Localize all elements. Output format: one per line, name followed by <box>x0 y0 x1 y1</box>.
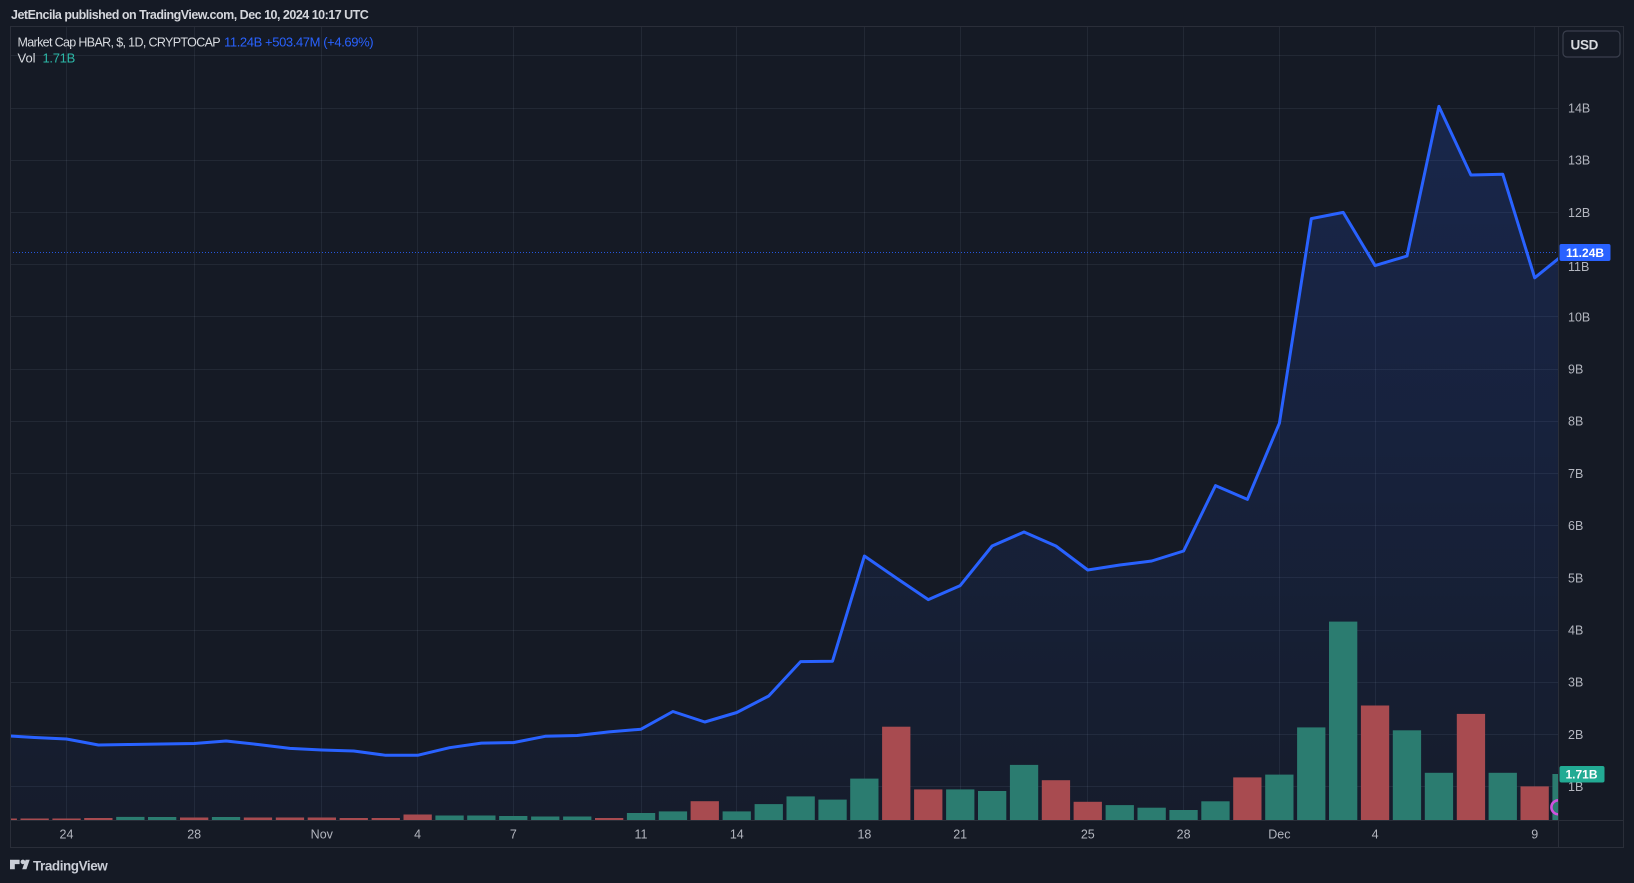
svg-text:25: 25 <box>1081 828 1095 842</box>
svg-text:11: 11 <box>635 828 648 842</box>
svg-text:21: 21 <box>953 828 967 842</box>
svg-text:1.71B: 1.71B <box>1566 768 1598 782</box>
svg-text:7: 7 <box>510 828 517 842</box>
svg-text:28: 28 <box>1177 828 1191 842</box>
svg-text:14B: 14B <box>1568 102 1590 116</box>
svg-text:Vol: Vol <box>18 51 36 66</box>
svg-text:3B: 3B <box>1568 676 1583 690</box>
svg-text:18: 18 <box>857 828 871 842</box>
svg-text:2B: 2B <box>1568 728 1583 742</box>
svg-text:24: 24 <box>60 828 74 842</box>
svg-text:4B: 4B <box>1568 624 1583 638</box>
svg-text:4: 4 <box>1372 828 1379 842</box>
svg-text:9B: 9B <box>1568 363 1583 377</box>
svg-text:JetEncila published on Trading: JetEncila published on TradingView.com, … <box>11 8 369 22</box>
svg-text:Dec: Dec <box>1268 828 1290 842</box>
svg-text:1.71B: 1.71B <box>43 51 75 66</box>
svg-text:8B: 8B <box>1568 415 1583 429</box>
svg-text:TradingView: TradingView <box>33 859 108 874</box>
svg-text:12B: 12B <box>1568 206 1590 220</box>
svg-text:11.24B +503.47M (+4.69%): 11.24B +503.47M (+4.69%) <box>224 35 373 50</box>
svg-text:13B: 13B <box>1568 154 1590 168</box>
svg-text:11.24B: 11.24B <box>1566 246 1604 260</box>
svg-text:10B: 10B <box>1568 310 1590 324</box>
svg-text:1B: 1B <box>1568 780 1583 794</box>
svg-text:USD: USD <box>1571 37 1599 52</box>
svg-text:6B: 6B <box>1568 519 1583 533</box>
svg-text:Nov: Nov <box>311 828 334 842</box>
svg-text:5B: 5B <box>1568 571 1583 585</box>
svg-text:11B: 11B <box>1568 260 1589 274</box>
svg-text:14: 14 <box>730 828 744 842</box>
svg-text:4: 4 <box>414 828 421 842</box>
svg-text:9: 9 <box>1531 828 1538 842</box>
svg-text:7B: 7B <box>1568 467 1583 481</box>
svg-text:Market Cap HBAR, $, 1D, CRYPTO: Market Cap HBAR, $, 1D, CRYPTOCAP <box>18 36 221 50</box>
svg-text:28: 28 <box>187 828 201 842</box>
